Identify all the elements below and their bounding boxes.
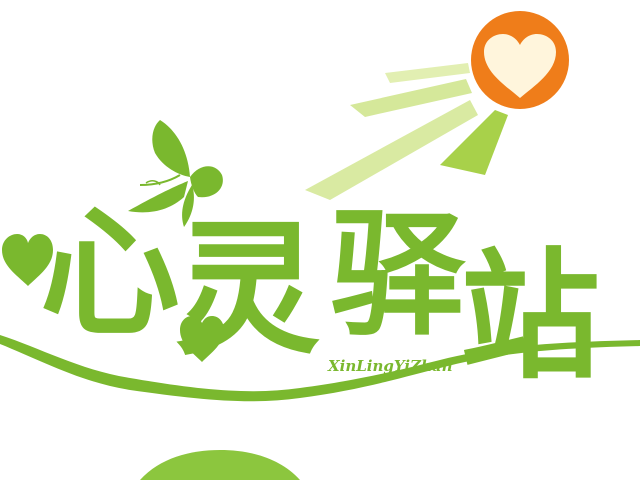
heart-icon	[180, 316, 224, 362]
decorative-swoosh	[0, 335, 640, 402]
bottom-arc	[140, 450, 300, 480]
sun-ray-icon	[385, 63, 470, 83]
sun-rays	[305, 63, 508, 200]
heart-icon	[484, 34, 556, 98]
title-char-zhan: 站	[460, 236, 600, 399]
pinyin-subtitle: XinLingYiZhan	[328, 357, 453, 375]
sun-ray-icon	[440, 110, 508, 175]
sun-ray-icon	[350, 79, 472, 117]
title-char-xin: 心	[40, 193, 180, 356]
heart-icon	[2, 234, 53, 286]
sun-ray-icon	[305, 100, 478, 200]
sun-icon	[471, 11, 569, 109]
title-char-yi: 驿	[330, 197, 465, 354]
butterfly-icon	[128, 120, 223, 227]
title-char-ling: 灵	[175, 206, 320, 375]
